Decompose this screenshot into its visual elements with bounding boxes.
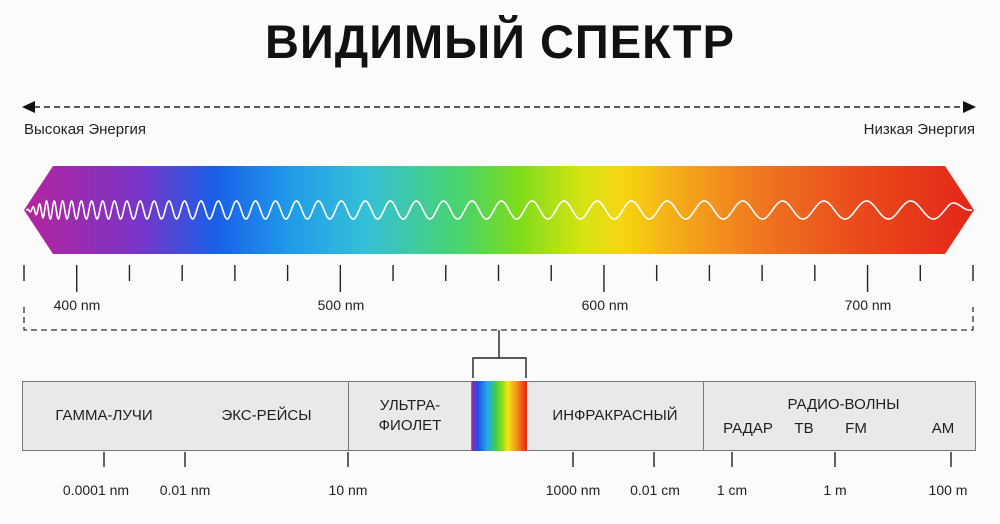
scale-label: 0.0001 nm	[62, 482, 130, 498]
band-visible-light	[472, 381, 527, 451]
band-x-rays: ЭКС-РЕЙСЫ	[185, 381, 349, 451]
scale-label: 1000 nm	[545, 482, 601, 498]
scale-label: 1 m	[823, 482, 847, 498]
visible-spectrum-band	[24, 166, 974, 254]
band-label: РАДИО-ВОЛНЫ	[787, 396, 900, 413]
scale-label: 0.01 cm	[630, 482, 680, 498]
scale-label: 10 nm	[328, 482, 368, 498]
scale-label: 0.01 nm	[159, 482, 211, 498]
band-label: ИНФРАКРАСНЫЙ	[552, 407, 678, 424]
band-label: ЭКС-РЕЙСЫ	[221, 407, 312, 424]
sub-label-am: AM	[931, 420, 955, 437]
sub-label-fm: FM	[845, 420, 867, 437]
wave-icon	[25, 199, 973, 221]
sub-label-tv: ТВ	[794, 420, 814, 437]
band-infrared: ИНФРАКРАСНЫЙ	[527, 381, 704, 451]
low-energy-label: Низкая Энергия	[863, 121, 975, 138]
tick-label-500nm: 500 nm	[317, 297, 365, 313]
band-radio-waves: РАДИО-ВОЛНЫ	[703, 381, 976, 451]
sub-label-radar: РАДАР	[723, 420, 773, 437]
scale-label: 1 cm	[716, 482, 748, 498]
energy-arrow	[22, 101, 976, 113]
band-ultraviolet: УЛЬТРА- ФИОЛЕТ	[348, 381, 472, 451]
tick-label-700nm: 700 nm	[844, 297, 892, 313]
tick-label-600nm: 600 nm	[581, 297, 629, 313]
page-title: ВИДИМЫЙ СПЕКТР	[265, 15, 735, 68]
connector	[472, 330, 527, 378]
band-label: УЛЬТРА- ФИОЛЕТ	[378, 397, 442, 434]
tick-label-400nm: 400 nm	[53, 297, 101, 313]
wavelength-ticks	[23, 265, 974, 292]
scale-label: 100 m	[928, 482, 968, 498]
band-gamma-rays: ГАММА-ЛУЧИ	[22, 381, 186, 451]
em-scale-ticks	[103, 452, 952, 467]
visible-range-bracket	[23, 307, 974, 331]
high-energy-label: Высокая Энергия	[24, 121, 147, 138]
band-label: ГАММА-ЛУЧИ	[55, 407, 153, 424]
